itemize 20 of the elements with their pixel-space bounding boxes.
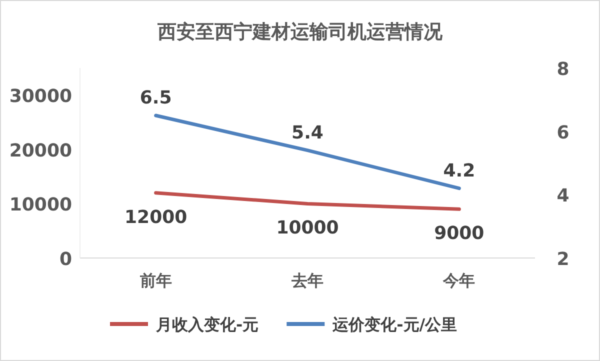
y2-tick-label: 4 xyxy=(556,186,570,207)
data-label: 12000 xyxy=(124,206,188,228)
data-label: 9000 xyxy=(434,223,484,244)
y2-tick-label: 8 xyxy=(556,59,570,80)
legend-label: 运价变化-元/公里 xyxy=(332,315,458,334)
y-tick-label: 30000 xyxy=(9,86,72,108)
x-tick-label: 前年 xyxy=(138,271,172,290)
y2-tick-label: 6 xyxy=(556,122,570,144)
y-tick-label: 20000 xyxy=(9,140,72,162)
x-tick-label: 去年 xyxy=(290,271,324,290)
y-tick-label: 10000 xyxy=(9,194,72,216)
data-label: 5.4 xyxy=(292,122,324,144)
data-label: 4.2 xyxy=(443,160,476,182)
x-tick-label: 今年 xyxy=(442,271,476,290)
chart-title: 西安至西宁建材运输司机运营情况 xyxy=(156,21,444,43)
y-tick-label: 0 xyxy=(59,249,72,270)
data-label: 6.5 xyxy=(140,88,172,108)
data-label: 10000 xyxy=(276,218,339,239)
y2-tick-label: 2 xyxy=(556,249,570,270)
legend-label: 月收入变化-元 xyxy=(155,315,259,334)
